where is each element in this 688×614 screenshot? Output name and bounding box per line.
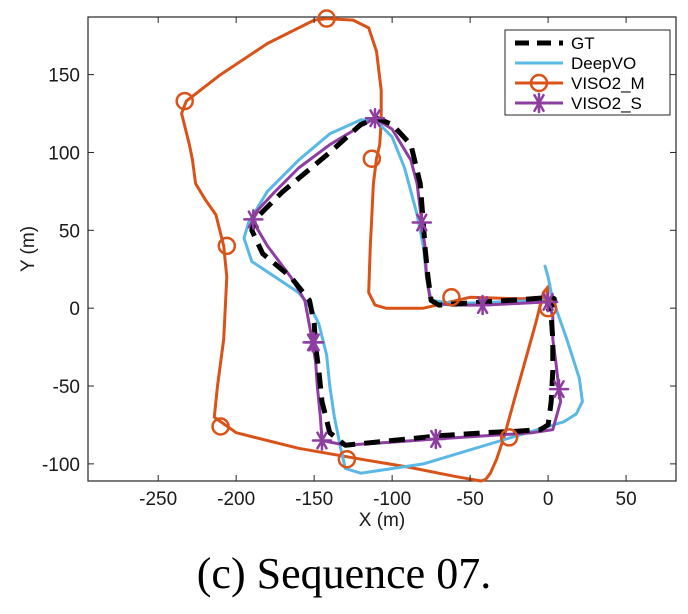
legend-entry: VISO2_M [515, 73, 645, 93]
marker-circle [499, 428, 519, 447]
marker-asterisk [243, 209, 264, 230]
y-tick-label: 150 [48, 66, 80, 87]
x-ticks: -250 -200 -150 -100 -50 0 50 [139, 17, 637, 510]
marker-asterisk [537, 291, 559, 313]
y-tick-label: -50 [53, 377, 80, 398]
marker-circle [211, 417, 230, 436]
y-axis-label: Y (m) [18, 226, 39, 272]
y-tick-label: 50 [59, 221, 80, 242]
marker-asterisk [425, 428, 447, 450]
legend-entry: VISO2_S [515, 92, 642, 114]
marker-asterisk [303, 332, 325, 353]
marker-circle [337, 449, 357, 469]
legend-label: VISO2_S [571, 94, 642, 113]
y-tick-label: 100 [48, 143, 80, 164]
x-tick-label: 50 [616, 489, 637, 510]
x-axis-label: X (m) [359, 510, 405, 531]
marker-asterisk [548, 378, 570, 400]
x-tick-label: 0 [543, 489, 554, 510]
x-tick-label: -100 [373, 489, 411, 510]
trajectory-chart: -250 -200 -150 -100 -50 0 50 -100-50050100150 … [18, 9, 677, 531]
legend-box [504, 29, 671, 116]
x-tick-label: -250 [139, 489, 177, 510]
series-layer [180, 17, 584, 483]
marker-circle [217, 236, 237, 256]
figure-caption: (c) Sequence 07. [196, 549, 492, 598]
legend-marker-circle [529, 73, 549, 93]
x-tick-label: -50 [456, 489, 483, 510]
x-tick-label: -150 [295, 489, 333, 510]
marker-asterisk [364, 107, 386, 129]
marker-circle [175, 91, 194, 111]
marker-asterisk [411, 212, 433, 233]
legend-entry: GT [515, 34, 595, 53]
series-line-viso2-m [180, 17, 552, 483]
marker-circle [442, 288, 461, 307]
legend-label: DeepVO [571, 54, 636, 73]
marker-asterisk [472, 294, 493, 316]
legend-label: GT [571, 34, 595, 53]
marker-layer [175, 9, 570, 469]
marker-circle [317, 9, 336, 28]
marker-asterisk [311, 430, 333, 451]
y-tick-label: -100 [42, 455, 80, 476]
legend-entry: DeepVO [515, 54, 636, 73]
legend-marker-asterisk [528, 92, 550, 114]
y-tick-label: 0 [69, 299, 80, 320]
legend-label: VISO2_M [571, 74, 645, 93]
y-ticks: -100 -50 0 50 100 150 [42, 66, 676, 476]
x-tick-label: -200 [217, 489, 255, 510]
marker-circle [362, 149, 382, 168]
